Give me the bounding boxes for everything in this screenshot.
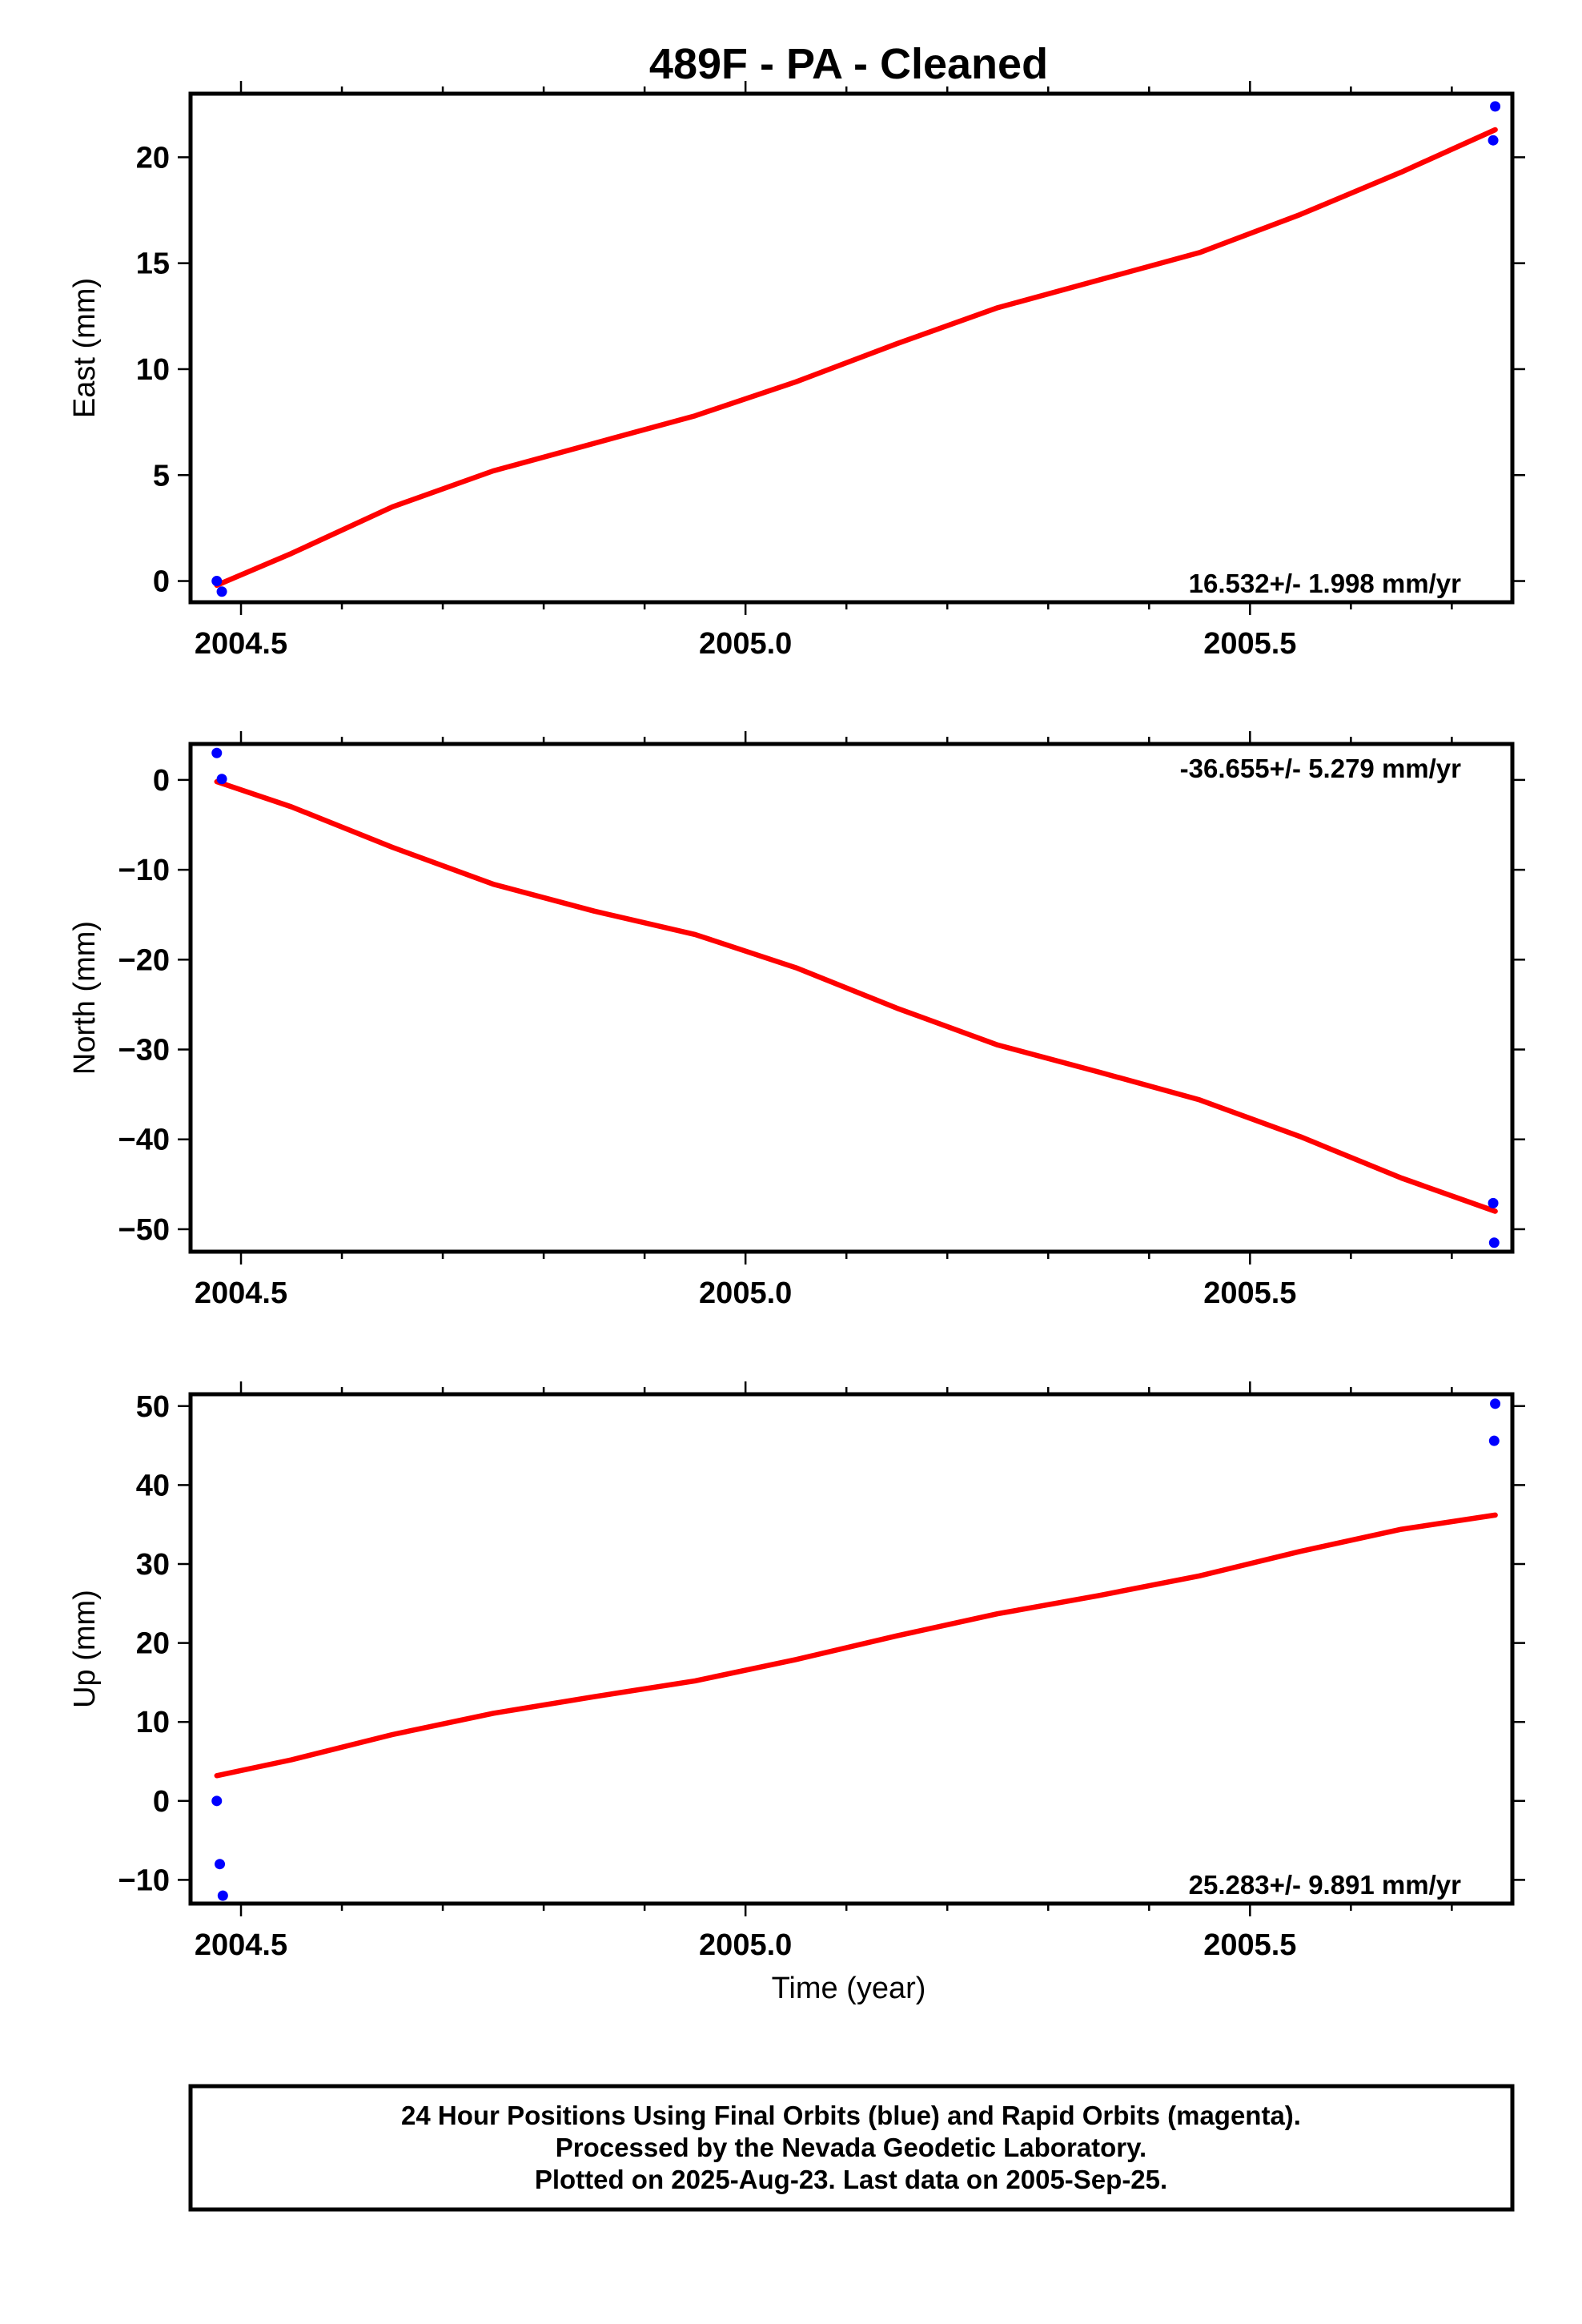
up-x-tick-label: 2005.5 [1203,1928,1296,1962]
up-y-tick-label: 0 [153,1785,170,1819]
north-data-point [211,747,223,758]
chart-title: 489F - PA - Cleaned [649,40,1048,88]
north-plot-frame [188,742,1515,1254]
east-x-tick-label: 2004.5 [195,627,287,661]
up-x-tick-label: 2004.5 [195,1928,287,1962]
up-y-tick-label: 10 [136,1706,170,1739]
up-y-tick-label: 40 [136,1469,170,1502]
east-y-tick-label: 15 [136,247,170,281]
footer-box [188,2084,1515,2212]
north-rate-annotation: -36.655+/- 5.279 mm/yr [1180,754,1461,783]
up-plot-frame [188,1392,1515,1906]
east-y-tick-label: 5 [153,459,170,493]
north-fit-line [214,778,1498,1214]
up-y-axis-label: Up (mm) [68,1590,102,1708]
up-y-tick-label: 50 [136,1390,170,1424]
east-y-tick-label: 10 [136,353,170,387]
up-y-tick-label: 20 [136,1627,170,1661]
north-y-tick-label: −30 [118,1034,170,1068]
footer-line-2: Processed by the Nevada Geodetic Laborat… [556,2133,1146,2162]
east-data-point [1490,101,1501,112]
up-y-tick-label: 30 [136,1548,170,1582]
up-data-point [211,1795,223,1807]
north-y-tick-label: −40 [118,1124,170,1157]
up-fit-line [214,1512,1498,1779]
north-y-tick-label: −10 [118,854,170,887]
east-y-tick-label: 20 [136,141,170,175]
x-axis-label: Time (year) [772,1972,926,2005]
north-y-tick-label: 0 [153,764,170,798]
up-data-point [215,1859,226,1870]
north-x-tick-label: 2005.5 [1203,1277,1296,1310]
up-data-point [217,1890,228,1901]
east-data-point [216,586,227,597]
east-panel: 2004.5 2005.0 2005.5 0 5 10 15 20 East (mm) 16.53… [68,81,1525,661]
north-panel: 2004.5 2005.0 2005.5 0 −10 −20 −30 −40 −50 North … [68,731,1525,1310]
footer-line-1: 24 Hour Positions Using Final Orbits (bl… [401,2101,1301,2130]
east-y-axis-label: East (mm) [68,278,102,418]
east-x-tick-label: 2005.0 [699,627,792,661]
north-x-tick-label: 2004.5 [195,1277,287,1310]
up-data-point [1488,1435,1500,1446]
east-x-tick-label: 2005.5 [1203,627,1296,661]
north-data-point [1488,1197,1499,1208]
east-data-point [211,576,223,587]
north-data-point [1488,1237,1500,1248]
east-fit-line [214,127,1498,589]
up-rate-annotation: 25.283+/- 9.891 mm/yr [1189,1870,1461,1900]
east-rate-annotation: 16.532+/- 1.998 mm/yr [1189,569,1461,598]
footer-line-3: Plotted on 2025-Aug-23. Last data on 200… [535,2165,1167,2194]
east-data-point [1488,135,1499,146]
east-y-tick-label: 0 [153,565,170,599]
up-panel: 2004.5 2005.0 2005.5 −10 0 10 20 30 40 50 Up (mm) 2… [68,1381,1525,1962]
up-y-tick-label: −10 [118,1864,170,1897]
east-plot-frame [188,91,1515,605]
north-data-point [216,774,227,785]
north-x-tick-label: 2005.0 [699,1277,792,1310]
north-y-tick-label: −20 [118,943,170,977]
north-y-tick-label: −50 [118,1213,170,1247]
north-y-axis-label: North (mm) [68,921,102,1075]
up-x-tick-label: 2005.0 [699,1928,792,1962]
up-data-point [1490,1398,1501,1409]
